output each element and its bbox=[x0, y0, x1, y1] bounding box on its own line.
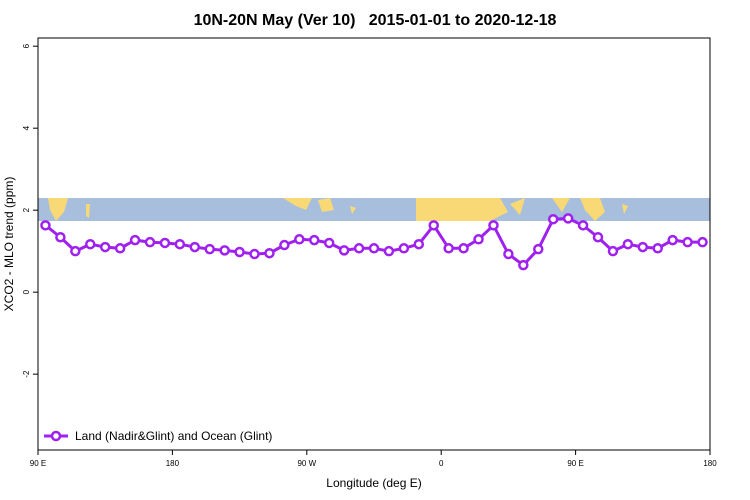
data-point bbox=[219, 245, 230, 256]
data-point bbox=[383, 245, 395, 257]
land bbox=[350, 206, 356, 214]
data-point bbox=[264, 247, 275, 259]
data-point bbox=[443, 243, 454, 254]
y-tick-label: 0 bbox=[22, 289, 31, 294]
data-point bbox=[40, 220, 51, 231]
data-point bbox=[398, 243, 410, 254]
data-point bbox=[204, 243, 215, 255]
y-tick-label: -2 bbox=[22, 370, 31, 378]
legend-label: Land (Nadir&Glint) and Ocean (Glint) bbox=[75, 429, 272, 443]
data-point bbox=[129, 234, 141, 246]
land bbox=[416, 198, 508, 221]
x-tick-label: 180 bbox=[703, 459, 717, 468]
data-point bbox=[234, 246, 245, 258]
data-point bbox=[114, 243, 126, 254]
data-point bbox=[697, 236, 708, 248]
data-point bbox=[309, 234, 320, 246]
map-strip bbox=[38, 198, 710, 221]
data-point bbox=[518, 259, 529, 271]
land bbox=[622, 204, 628, 214]
y-tick-label: 6 bbox=[22, 43, 31, 48]
land bbox=[86, 204, 90, 218]
y-tick-label: 4 bbox=[22, 125, 31, 130]
data-point bbox=[70, 245, 81, 257]
land bbox=[283, 198, 312, 210]
data-point bbox=[353, 243, 365, 254]
data-point bbox=[249, 248, 260, 260]
plot-frame bbox=[37, 37, 711, 451]
data-point bbox=[577, 220, 589, 231]
data-point bbox=[592, 231, 604, 243]
data-point bbox=[174, 238, 186, 250]
data-point bbox=[85, 238, 96, 250]
data-point bbox=[473, 234, 484, 245]
data-point bbox=[682, 236, 693, 248]
data-point bbox=[533, 243, 544, 255]
land bbox=[318, 198, 334, 212]
land bbox=[510, 198, 525, 215]
x-tick-label: 0 bbox=[439, 459, 444, 468]
data-point bbox=[607, 245, 619, 257]
data-point bbox=[562, 213, 574, 224]
data-point bbox=[294, 234, 305, 245]
data-point bbox=[413, 238, 425, 250]
data-point bbox=[144, 236, 156, 248]
x-axis-label: Longitude (deg E) bbox=[326, 476, 421, 490]
y-tick-label: 2 bbox=[22, 207, 31, 212]
data-point bbox=[428, 220, 439, 231]
land bbox=[48, 198, 68, 221]
data-point bbox=[368, 243, 380, 254]
data-point bbox=[547, 213, 559, 225]
x-tick-label: 180 bbox=[166, 459, 180, 468]
data-point bbox=[189, 241, 201, 253]
data-point bbox=[323, 237, 335, 249]
legend-marker bbox=[50, 430, 62, 442]
x-tick-label: 90 W bbox=[297, 459, 316, 468]
ocean-band bbox=[38, 198, 710, 221]
data-point bbox=[488, 220, 499, 231]
data-point bbox=[622, 238, 634, 250]
data-point bbox=[667, 234, 678, 246]
data-point bbox=[458, 243, 469, 254]
data-point bbox=[279, 239, 290, 251]
series-line bbox=[44, 216, 703, 268]
y-axis-label: XCO2 - MLO trend (ppm) bbox=[2, 177, 16, 312]
data-point bbox=[55, 231, 66, 243]
x-tick-label: 90 E bbox=[30, 459, 46, 468]
data-point bbox=[637, 241, 649, 253]
data-point bbox=[338, 245, 350, 256]
data-point bbox=[503, 248, 514, 260]
data-point bbox=[652, 243, 663, 254]
data-point bbox=[159, 237, 171, 249]
data-point bbox=[99, 241, 111, 253]
x-tick-label: 90 E bbox=[567, 459, 583, 468]
chart-title: 10N-20N May (Ver 10) 2015-01-01 to 2020-… bbox=[194, 12, 557, 29]
land bbox=[552, 198, 570, 212]
land bbox=[580, 198, 605, 221]
